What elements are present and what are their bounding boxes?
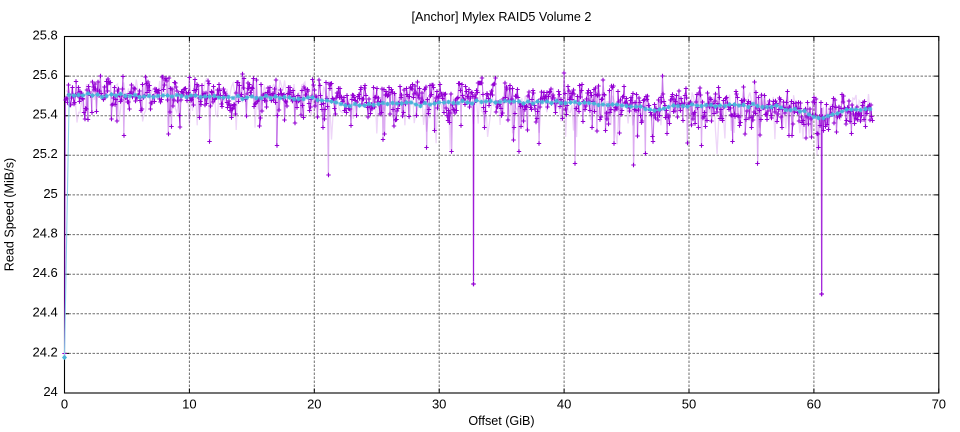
svg-text:24.2: 24.2	[32, 344, 57, 359]
svg-text:60: 60	[807, 396, 821, 411]
svg-text:0: 0	[61, 396, 68, 411]
svg-text:25.2: 25.2	[32, 146, 57, 161]
svg-text:30: 30	[432, 396, 446, 411]
svg-text:Offset (GiB): Offset (GiB)	[468, 414, 534, 428]
svg-text:24: 24	[43, 384, 57, 399]
svg-text:50: 50	[682, 396, 696, 411]
svg-text:25: 25	[43, 186, 57, 201]
svg-text:20: 20	[307, 396, 321, 411]
svg-text:Read Speed (MiB/s): Read Speed (MiB/s)	[3, 158, 17, 271]
svg-text:[Anchor] Mylex RAID5 Volume 2: [Anchor] Mylex RAID5 Volume 2	[412, 10, 592, 24]
svg-text:70: 70	[932, 396, 946, 411]
svg-text:10: 10	[182, 396, 196, 411]
svg-text:25.8: 25.8	[32, 27, 57, 42]
svg-text:25.6: 25.6	[32, 67, 57, 82]
svg-text:25.4: 25.4	[32, 107, 57, 122]
svg-text:40: 40	[557, 396, 571, 411]
svg-text:24.6: 24.6	[32, 265, 57, 280]
svg-text:24.8: 24.8	[32, 226, 57, 241]
svg-text:24.4: 24.4	[32, 305, 57, 320]
